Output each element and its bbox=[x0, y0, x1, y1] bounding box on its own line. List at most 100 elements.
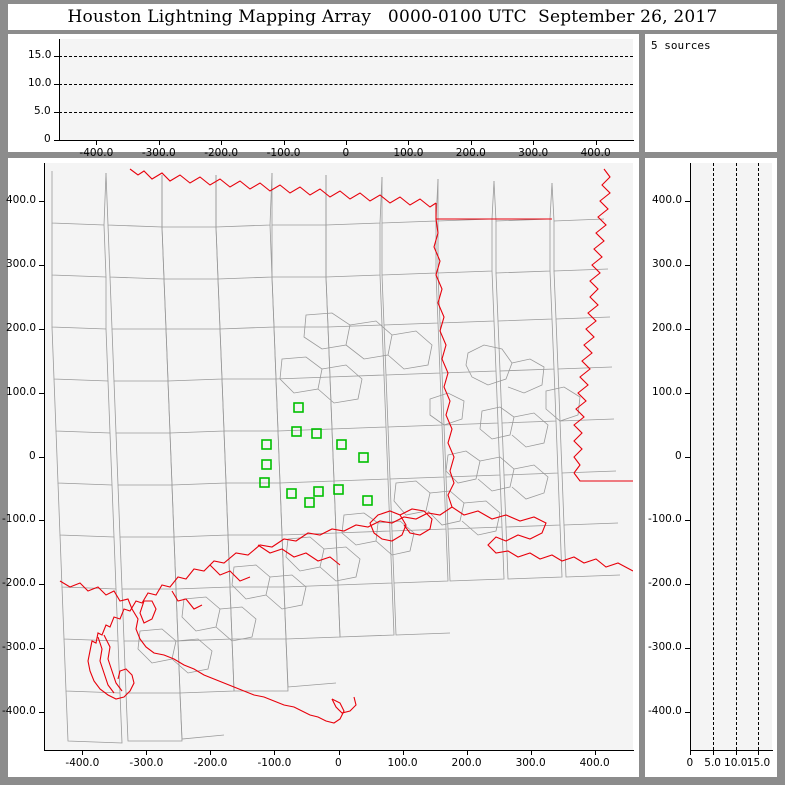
axis-tick-y bbox=[685, 647, 691, 649]
axis-tick-label-y: 5.0 bbox=[34, 104, 51, 117]
axis-tick-label-y: 0 bbox=[29, 449, 36, 462]
axis-tick-x bbox=[338, 750, 340, 755]
axis-tick-label-x: -200.0 bbox=[204, 147, 239, 159]
axis-tick-label-x: 0 bbox=[686, 757, 694, 769]
axis-tick-label-x: 200.0 bbox=[455, 147, 486, 159]
axis-tick-label-y: 0 bbox=[44, 133, 51, 145]
axis-tick-label-y: 15.0 bbox=[28, 48, 52, 61]
axis-tick-label-y: 100.0 bbox=[6, 385, 37, 398]
axis-tick-y bbox=[685, 201, 691, 203]
axis-tick-y bbox=[54, 140, 60, 141]
axis-tick-x bbox=[690, 750, 691, 755]
source-marker bbox=[336, 439, 347, 450]
source-marker bbox=[333, 484, 344, 495]
axis-tick-label-x: 10.0 bbox=[724, 757, 748, 769]
axis-tick-y bbox=[39, 201, 45, 203]
axis-tick-label-x: -100.0 bbox=[257, 757, 292, 769]
axis-tick-label-x: -400.0 bbox=[65, 757, 100, 769]
source-marker bbox=[259, 477, 270, 488]
axis-tick-x bbox=[158, 140, 160, 145]
axis-tick-y bbox=[39, 520, 45, 522]
axis-tick-label-y: 200.0 bbox=[6, 321, 37, 334]
gridline-horizontal bbox=[59, 111, 633, 113]
axis-tick-x bbox=[408, 140, 410, 145]
source-count-panel: 5 sources bbox=[645, 34, 777, 152]
height-count-x-axis bbox=[690, 750, 773, 751]
map-geography bbox=[51, 168, 633, 744]
axis-tick-x bbox=[283, 140, 285, 145]
axis-tick-y bbox=[685, 392, 691, 394]
axis-tick-y bbox=[39, 265, 45, 267]
axis-tick-label-x: 0 bbox=[335, 757, 342, 769]
gridline-horizontal bbox=[59, 83, 633, 85]
source-marker bbox=[313, 486, 324, 497]
axis-tick-y bbox=[39, 456, 45, 458]
axis-tick-y bbox=[54, 83, 60, 85]
axis-tick-label-x: -300.0 bbox=[141, 147, 176, 159]
axis-tick-y bbox=[54, 111, 60, 113]
axis-tick-x bbox=[96, 140, 98, 145]
time-height-panel: -400.0 -300.0 -200.0 -100.0 0 100.0 200.0 300.0… bbox=[8, 34, 639, 159]
axis-tick-label-y: 0 bbox=[675, 449, 682, 462]
plan-view-map-panel: -400.0 -300.0 -200.0 -100.0 0 100.0 200.0 300.0… bbox=[2, 158, 639, 777]
axis-tick-label-y: -200.0 bbox=[2, 577, 36, 590]
axis-tick-x bbox=[594, 750, 596, 755]
axis-tick-y bbox=[685, 456, 691, 458]
axis-tick-label-x: -100.0 bbox=[266, 147, 301, 159]
axis-tick-label-x: 15.0 bbox=[746, 757, 771, 769]
axis-tick-y bbox=[54, 55, 60, 57]
height-count-plot-area bbox=[690, 163, 772, 750]
source-marker bbox=[362, 495, 373, 506]
map-plot-area[interactable] bbox=[44, 163, 633, 750]
axis-tick-label-x: 400.0 bbox=[580, 147, 611, 159]
source-marker bbox=[311, 428, 322, 439]
axis-tick-label-y: 300.0 bbox=[652, 258, 683, 271]
axis-tick-label-y: -400.0 bbox=[2, 704, 36, 717]
axis-tick-y bbox=[39, 711, 45, 713]
source-marker bbox=[304, 497, 315, 508]
axis-tick-label-x: 100.0 bbox=[387, 757, 418, 769]
axis-tick-label-y: 400.0 bbox=[6, 194, 37, 207]
axis-tick-x bbox=[210, 750, 212, 755]
axis-tick-y bbox=[39, 584, 45, 586]
gridline-horizontal bbox=[59, 55, 633, 57]
axis-tick-label-y: 200.0 bbox=[652, 321, 683, 334]
axis-tick-label-x: 300.0 bbox=[515, 757, 546, 769]
axis-tick-label-y: -300.0 bbox=[648, 640, 682, 653]
page-title: Houston Lightning Mapping Array 0000-010… bbox=[67, 7, 718, 27]
axis-tick-x bbox=[82, 750, 84, 755]
axis-tick-label-y: -100.0 bbox=[2, 513, 36, 526]
axis-tick-y bbox=[685, 328, 691, 330]
axis-tick-label-x: -400.0 bbox=[79, 147, 114, 159]
axis-tick-label-x: 300.0 bbox=[518, 147, 549, 159]
height-count-panel: 0 5.0 10.0 15.0 -400.0 -300.0 -200.0 -100.0 0 100… bbox=[645, 158, 777, 777]
axis-tick-x bbox=[221, 140, 223, 145]
axis-tick-x bbox=[402, 750, 404, 755]
state-boundaries bbox=[59, 168, 633, 724]
axis-tick-label-x: 400.0 bbox=[579, 757, 610, 769]
axis-tick-label-x: 200.0 bbox=[451, 757, 482, 769]
axis-tick-label-y: 300.0 bbox=[6, 258, 37, 271]
county-boundaries bbox=[51, 171, 621, 744]
axis-tick-x bbox=[274, 750, 276, 755]
axis-tick-y bbox=[39, 328, 45, 330]
axis-tick-x bbox=[466, 750, 468, 755]
axis-tick-x bbox=[346, 140, 347, 145]
source-marker bbox=[261, 459, 272, 470]
axis-tick-label-y: -200.0 bbox=[648, 577, 682, 590]
axis-tick-label-x: 100.0 bbox=[393, 147, 424, 159]
axis-tick-x bbox=[530, 750, 532, 755]
source-marker bbox=[358, 452, 369, 463]
axis-tick-label-y: 10.0 bbox=[28, 76, 52, 89]
vhf-source-markers bbox=[259, 402, 373, 508]
axis-tick-x bbox=[595, 140, 597, 145]
axis-tick-label-y: -100.0 bbox=[648, 513, 682, 526]
time-height-plot-area bbox=[59, 39, 633, 140]
axis-tick-x bbox=[758, 750, 760, 755]
axis-tick-y bbox=[685, 265, 691, 267]
axis-tick-y bbox=[685, 520, 691, 522]
source-marker bbox=[261, 439, 272, 450]
axis-tick-x bbox=[735, 750, 737, 755]
gridline-vertical bbox=[712, 163, 714, 750]
axis-tick-label-x: -200.0 bbox=[193, 757, 228, 769]
